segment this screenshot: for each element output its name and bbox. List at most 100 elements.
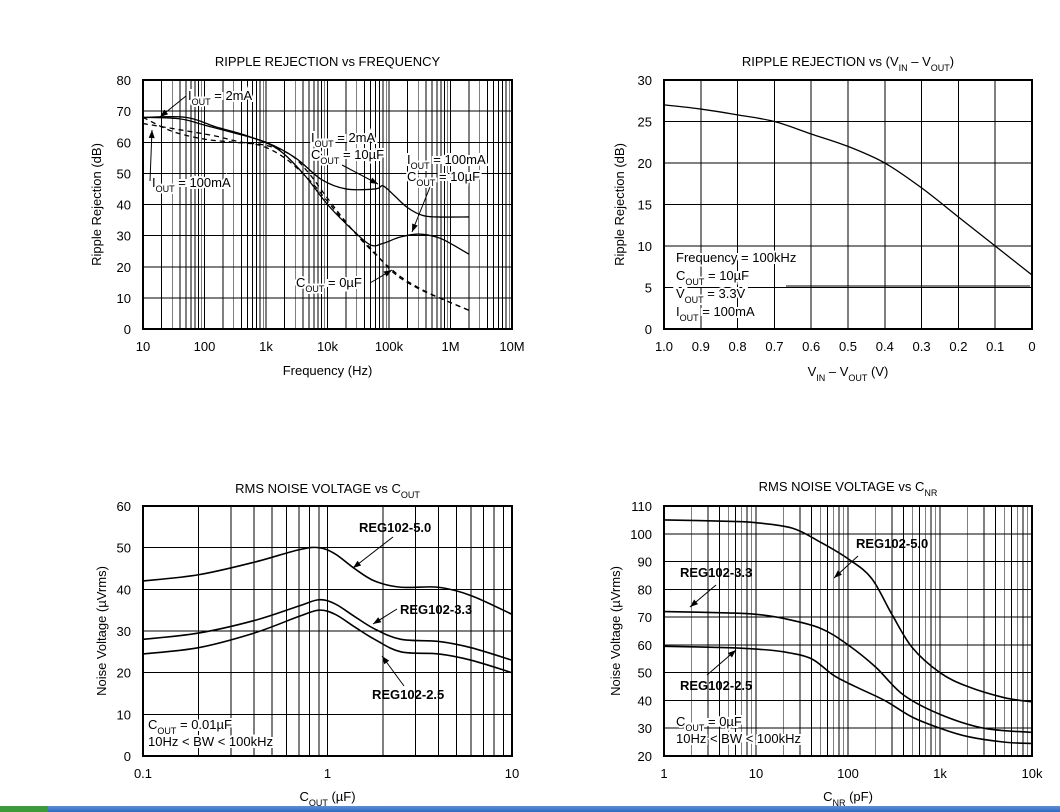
x-tick-label: 1k: [933, 766, 947, 781]
subscript: OUT: [685, 295, 705, 305]
subscript: OUT: [411, 161, 431, 171]
y-tick-label: 40: [638, 693, 652, 708]
subscript: OUT: [157, 726, 177, 736]
text-run: 10Hz < BW < 100kHz: [676, 731, 801, 746]
series-line-2: [142, 598, 513, 661]
x-tick-label: 0.3: [913, 339, 931, 354]
subscript: OUT: [680, 313, 700, 323]
chart-title: RIPPLE REJECTION vs (VIN – VOUT): [742, 54, 954, 73]
y-tick-label: 15: [638, 198, 652, 213]
y-tick-label: 0: [645, 322, 652, 337]
x-tick-label: 10k: [1022, 766, 1043, 781]
start-button[interactable]: [0, 806, 48, 812]
y-tick-label: 5: [645, 281, 652, 296]
annotation-label: IOUT = 100mA: [150, 173, 233, 196]
leader-arrowhead: [353, 560, 362, 568]
series-line-1: [663, 519, 1033, 703]
y-tick-label: 30: [117, 624, 131, 639]
y-tick-label: 40: [117, 582, 131, 597]
text-run: C: [296, 275, 305, 290]
text-run: = 100mA: [175, 175, 231, 190]
text-run: I: [152, 175, 156, 190]
annotation-text: REG102-5.0: [856, 536, 928, 551]
leader-line: [352, 536, 394, 569]
subscript: IN: [899, 63, 908, 73]
text-run: I: [676, 304, 680, 319]
text-run: = 100mA: [430, 152, 486, 167]
subscript: OUT: [685, 723, 705, 733]
x-axis-label: CNR (pF): [823, 789, 873, 808]
y-tick-label: 70: [117, 104, 131, 119]
subscript: OUT: [156, 184, 176, 194]
text-run: (µF): [328, 789, 356, 804]
x-tick-label: 10: [136, 339, 150, 354]
y-tick-label: 10: [638, 239, 652, 254]
subscript: OUT: [320, 156, 340, 166]
x-axis-label: Frequency (Hz): [283, 363, 373, 378]
text-run: C: [823, 789, 832, 804]
annotation-label: REG102-3.3: [680, 565, 752, 580]
chart-title: RIPPLE REJECTION vs FREQUENCY: [215, 54, 441, 69]
y-tick-label: 30: [638, 721, 652, 736]
annotation-text: REG102-2.5: [372, 687, 444, 702]
text-run: C: [311, 147, 320, 162]
y-tick-label: 10: [117, 291, 131, 306]
x-tick-label: 10M: [499, 339, 524, 354]
x-tick-label: 0.4: [876, 339, 894, 354]
subscript: OUT: [848, 373, 868, 383]
grid: [142, 505, 512, 757]
annotation-text: IOUT = 2mA: [311, 130, 375, 149]
text-run: = 100mA: [699, 304, 755, 319]
annotation-text: COUT = 10µF: [676, 268, 749, 287]
y-tick-label: 50: [117, 166, 131, 181]
x-axis-label: VIN – VOUT (V): [808, 364, 889, 383]
x-tick-label: 100: [837, 766, 859, 781]
text-run: ): [950, 54, 954, 69]
text-run: C: [299, 789, 308, 804]
series-line-4: [142, 116, 470, 311]
y-tick-label: 110: [631, 499, 652, 514]
text-run: C: [676, 714, 685, 729]
y-tick-label: 60: [117, 135, 131, 150]
annotation-text: COUT = 0µF: [676, 714, 742, 733]
y-tick-label: 50: [638, 666, 652, 681]
annotation-label: REG102-5.0: [359, 520, 431, 535]
text-run: Frequency = 100kHz: [676, 250, 796, 265]
x-tick-label: 0.7: [765, 339, 783, 354]
annotation-label: REG102-2.5: [372, 687, 444, 702]
series-line-1: [142, 116, 470, 218]
series-line-3: [663, 645, 1033, 745]
y-tick-label: 100: [630, 527, 652, 542]
annotation-text: COUT = 10µF: [407, 169, 480, 188]
subscript: IN: [816, 373, 825, 383]
text-run: REG102-5.0: [856, 536, 928, 551]
subscript: NR: [832, 798, 845, 808]
chart-title: RMS NOISE VOLTAGE vs CNR: [759, 479, 938, 498]
y-tick-label: 50: [117, 541, 131, 556]
y-tick-label: 30: [117, 229, 131, 244]
y-tick-label: 80: [117, 73, 131, 88]
x-tick-label: 1: [660, 766, 667, 781]
subscript: OUT: [401, 490, 421, 500]
y-tick-label: 80: [638, 582, 652, 597]
x-tick-label: 0.8: [729, 339, 747, 354]
x-tick-label: 10: [749, 766, 763, 781]
annotation-text: REG102-5.0: [359, 520, 431, 535]
text-run: I: [407, 152, 411, 167]
annotation-text: 10Hz < BW < 100kHz: [148, 734, 273, 749]
annotation-text: IOUT = 100mA: [676, 304, 755, 323]
series-line-3: [142, 609, 513, 674]
text-run: = 0.01µF: [176, 717, 232, 732]
annotation-text: VOUT = 3.3V: [676, 286, 746, 305]
text-run: C: [676, 268, 685, 283]
annotation-label: IOUT = 2mA: [186, 86, 254, 109]
x-tick-label: 1.0: [655, 339, 673, 354]
leader-arrowhead: [383, 270, 392, 277]
y-tick-label: 25: [638, 115, 652, 130]
y-axis-label: Ripple Rejection (dB): [89, 143, 104, 266]
leader-arrowhead: [382, 656, 390, 665]
annotation-label: REG102-2.5: [680, 678, 752, 693]
annotation-text: IOUT = 100mA: [407, 152, 486, 171]
taskbar: [0, 806, 1060, 812]
